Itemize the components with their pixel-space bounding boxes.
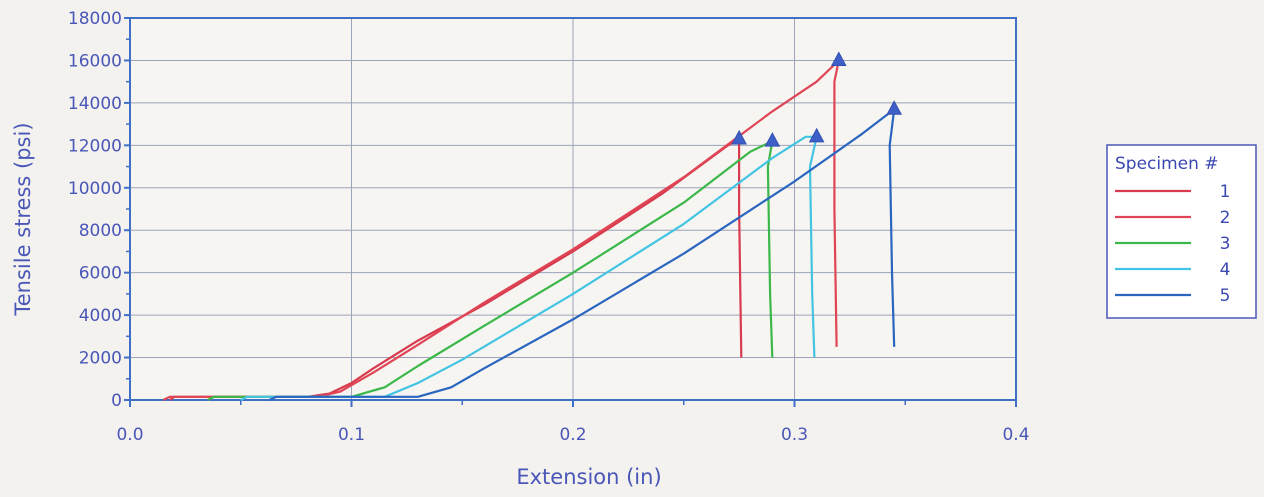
y-tick-label: 16000: [68, 51, 122, 71]
y-tick-label: 0: [111, 391, 122, 411]
y-tick-label: 10000: [68, 179, 122, 199]
marker-layer: [731, 51, 903, 147]
y-tick-label: 12000: [68, 136, 122, 156]
y-tick-label: 18000: [68, 9, 122, 29]
series-line-5: [269, 108, 896, 401]
y-tick-label: 2000: [79, 349, 122, 369]
legend-items: 1 2 3 4 5: [1115, 182, 1230, 306]
grid-layer: [130, 18, 1016, 400]
legend-label-1: 1: [1220, 182, 1231, 202]
x-tick-label: 0.2: [559, 425, 586, 445]
y-axis-title: Tensile stress (psi): [11, 122, 35, 316]
legend-label-3: 3: [1220, 234, 1231, 254]
y-tick-label: 8000: [79, 221, 122, 241]
axis-layer: 0 2000 4000 6000 8000 10000 12000 14000 16000 180…: [68, 9, 1030, 445]
legend-label-2: 2: [1220, 208, 1231, 228]
legend-label-5: 5: [1220, 286, 1231, 306]
legend: Specimen # 1 2 3 4 5: [1106, 144, 1257, 319]
x-tick-label: 0.0: [116, 425, 143, 445]
x-tick-label: 0.4: [1002, 425, 1029, 445]
break-marker-5: [886, 100, 903, 115]
y-tick-label: 14000: [68, 94, 122, 114]
legend-label-4: 4: [1220, 260, 1231, 280]
y-tick-label: 6000: [79, 264, 122, 284]
x-tick-label: 0.3: [781, 425, 808, 445]
break-marker-3: [764, 132, 781, 147]
break-marker-2: [830, 51, 847, 66]
x-tick-label: 0.1: [338, 425, 365, 445]
break-marker-4: [808, 127, 825, 143]
legend-box: [1106, 144, 1257, 319]
y-tick-label: 4000: [79, 306, 122, 326]
series-layer: [162, 59, 896, 401]
legend-title: Specimen #: [1115, 154, 1219, 174]
break-marker-1: [731, 129, 747, 145]
x-axis-title: Extension (in): [516, 465, 661, 489]
